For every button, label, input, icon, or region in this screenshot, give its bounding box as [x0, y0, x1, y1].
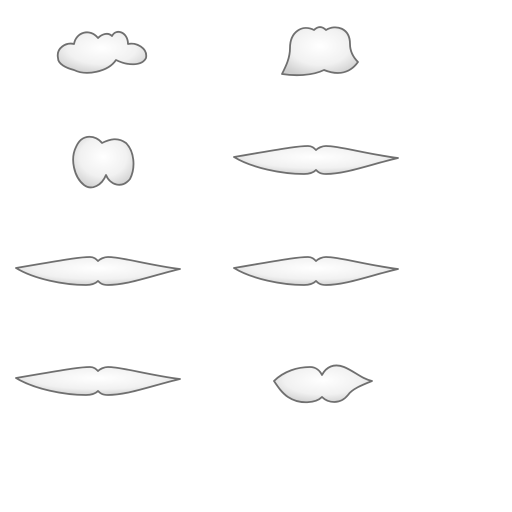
mustache-long-thin-outline — [233, 256, 399, 286]
mustache-long-thin-sprite — [15, 256, 181, 286]
mustache-handlebar-bushy-sprite — [56, 30, 148, 74]
mustache-twin-puff-outline — [72, 135, 135, 189]
mustache-twin-puff-sprite — [72, 135, 135, 189]
mustache-handlebar-bushy-outline — [56, 30, 148, 74]
mustache-long-thin-outline — [233, 145, 399, 175]
mustache-long-thin-outline — [15, 366, 181, 396]
mustache-walrus-sprite — [281, 26, 359, 77]
mustache-long-thin-sprite — [233, 145, 399, 175]
mustache-long-thin-sprite — [15, 366, 181, 396]
mustache-chevron-sprite — [273, 364, 373, 404]
mustache-long-thin-outline — [15, 256, 181, 286]
mustache-walrus-outline — [281, 26, 359, 77]
mustache-chevron-outline — [273, 364, 373, 404]
mustache-long-thin-sprite — [233, 256, 399, 286]
